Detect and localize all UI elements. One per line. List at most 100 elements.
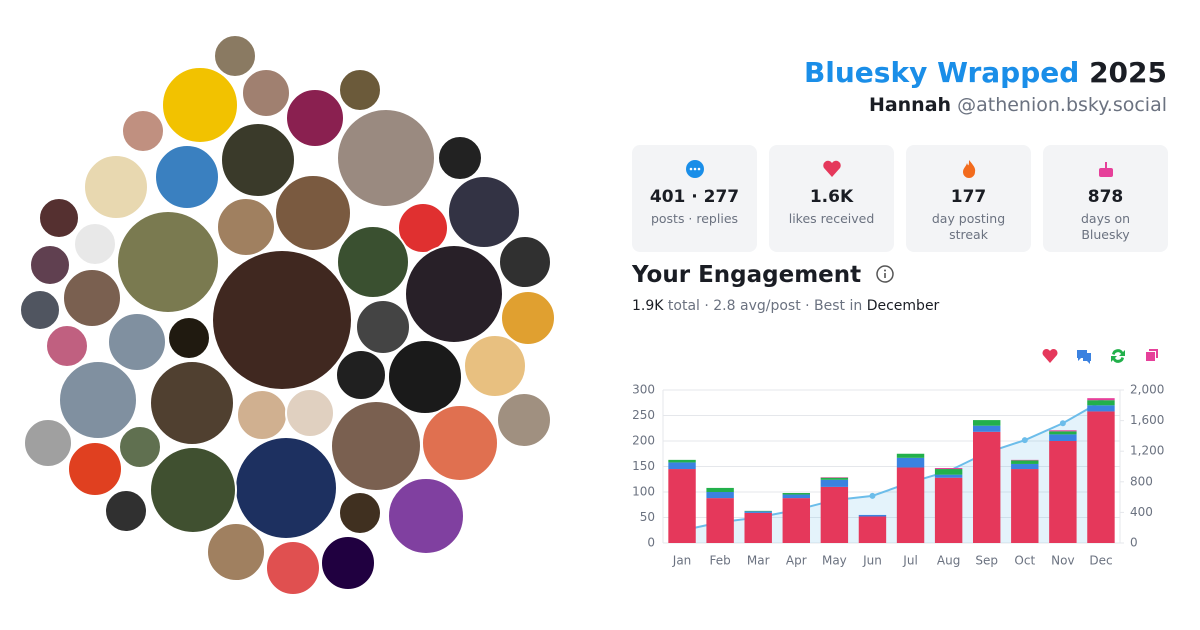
line-point xyxy=(1021,437,1028,444)
bar-segment xyxy=(858,516,887,543)
bar-segment xyxy=(1049,441,1077,543)
bar-segment xyxy=(858,514,887,517)
y2-tick-label: 800 xyxy=(1130,474,1153,488)
x-tick-label: Oct xyxy=(1014,554,1035,568)
bar-segment xyxy=(744,511,772,513)
bar-segment xyxy=(972,431,1001,543)
bar-segment xyxy=(1011,459,1039,461)
line-point xyxy=(869,492,876,499)
y2-tick-label: 2,000 xyxy=(1130,383,1164,397)
stat-value: 401 · 277 xyxy=(649,187,740,207)
y-tick-label: 150 xyxy=(632,459,655,473)
bar-segment xyxy=(1011,469,1039,543)
x-tick-label: Sep xyxy=(975,554,998,568)
bar-segment xyxy=(1087,405,1115,412)
bar-segment xyxy=(782,493,811,495)
bar-segment xyxy=(706,498,734,543)
bar-segment xyxy=(820,479,849,487)
bar-segment xyxy=(896,453,925,458)
y-tick-label: 200 xyxy=(632,434,655,448)
icon xyxy=(822,160,841,177)
stat-label: posts · replies xyxy=(650,211,739,226)
y-tick-label: 300 xyxy=(632,383,655,397)
stat-label: days on Bluesky xyxy=(1080,211,1131,242)
x-tick-label: Jul xyxy=(902,554,917,568)
bar-segment xyxy=(668,469,696,543)
stat-card: 1.6K likes received xyxy=(769,145,894,252)
icon xyxy=(1098,162,1113,177)
icon xyxy=(685,160,704,178)
bar-segment xyxy=(934,469,963,475)
avatar-cluster xyxy=(19,34,556,596)
bar-segment xyxy=(934,468,963,470)
bar-segment xyxy=(706,492,734,499)
bar-segment xyxy=(820,486,849,543)
stat-card: 401 · 277 posts · replies xyxy=(632,145,757,252)
user-name: Hannah xyxy=(868,94,952,116)
bar-segment xyxy=(1011,463,1039,470)
stat-label: day posting streak xyxy=(931,211,1006,242)
y2-tick-label: 1,200 xyxy=(1130,444,1164,458)
section-title-text: Your Engagement xyxy=(632,262,862,288)
x-tick-label: May xyxy=(822,554,847,568)
bar-segment xyxy=(1087,400,1115,406)
bar-segment xyxy=(1049,431,1077,435)
legend-icon xyxy=(1042,348,1058,363)
summary-total: 1.9K xyxy=(632,298,664,314)
bar-segment xyxy=(972,420,1001,426)
summary-best: December xyxy=(866,298,940,314)
title-year: 2025 xyxy=(1089,56,1167,89)
stat-card: 878 days on Bluesky xyxy=(1043,145,1168,252)
y-tick-label: 0 xyxy=(647,536,655,550)
stat-value: 177 xyxy=(950,187,987,207)
x-tick-label: Nov xyxy=(1051,554,1074,568)
x-tick-label: Mar xyxy=(747,554,770,568)
summary-text: total · 2.8 avg/post · Best in xyxy=(667,298,863,314)
stat-value: 878 xyxy=(1087,187,1124,207)
y-tick-label: 50 xyxy=(640,510,655,524)
bar-segment xyxy=(782,494,811,499)
bar-segment xyxy=(744,512,772,543)
y2-tick-label: 0 xyxy=(1130,536,1138,550)
bar-segment xyxy=(934,474,963,478)
stat-card: 177 day posting streak xyxy=(906,145,1031,252)
summary: 1.9K total · 2.8 avg/post · Best in Dece… xyxy=(632,298,939,314)
info-icon[interactable] xyxy=(875,264,895,284)
stat-value: 1.6K xyxy=(809,187,854,207)
y-tick-label: 250 xyxy=(632,408,655,422)
bar-segment xyxy=(820,477,849,478)
x-tick-label: Dec xyxy=(1089,554,1112,568)
bar-segment xyxy=(1049,434,1077,441)
y-tick-label: 100 xyxy=(632,485,655,499)
bar-segment xyxy=(1049,430,1077,432)
stat-label: likes received xyxy=(788,211,875,226)
bar-segment xyxy=(896,467,925,543)
bar-segment xyxy=(896,457,925,468)
bar-segment xyxy=(1011,460,1039,464)
legend-icon xyxy=(1146,349,1158,361)
bar-segment xyxy=(744,510,772,512)
bar-segment xyxy=(820,477,849,480)
section-title: Your Engagement xyxy=(632,262,895,288)
bar-segment xyxy=(668,459,696,463)
y2-tick-label: 1,600 xyxy=(1130,413,1164,427)
line-point xyxy=(1059,420,1066,427)
y2-tick-label: 400 xyxy=(1130,505,1153,519)
bar-segment xyxy=(1087,411,1115,543)
title: Bluesky Wrapped 2025 xyxy=(804,56,1167,89)
bar-segment xyxy=(668,462,696,470)
legend-icon xyxy=(1111,349,1125,363)
x-tick-label: Jun xyxy=(862,554,882,568)
x-tick-label: Aug xyxy=(937,554,960,568)
legend-icon xyxy=(1077,350,1091,364)
avatars xyxy=(19,34,556,596)
bar-segment xyxy=(934,477,963,543)
x-tick-label: Jan xyxy=(672,554,692,568)
user-handle: @athenion.bsky.social xyxy=(957,94,1167,116)
bar-segment xyxy=(706,487,734,492)
title-brand: Bluesky Wrapped xyxy=(803,56,1080,89)
user: Hannah @athenion.bsky.social xyxy=(869,94,1167,116)
x-tick-label: Feb xyxy=(710,554,731,568)
